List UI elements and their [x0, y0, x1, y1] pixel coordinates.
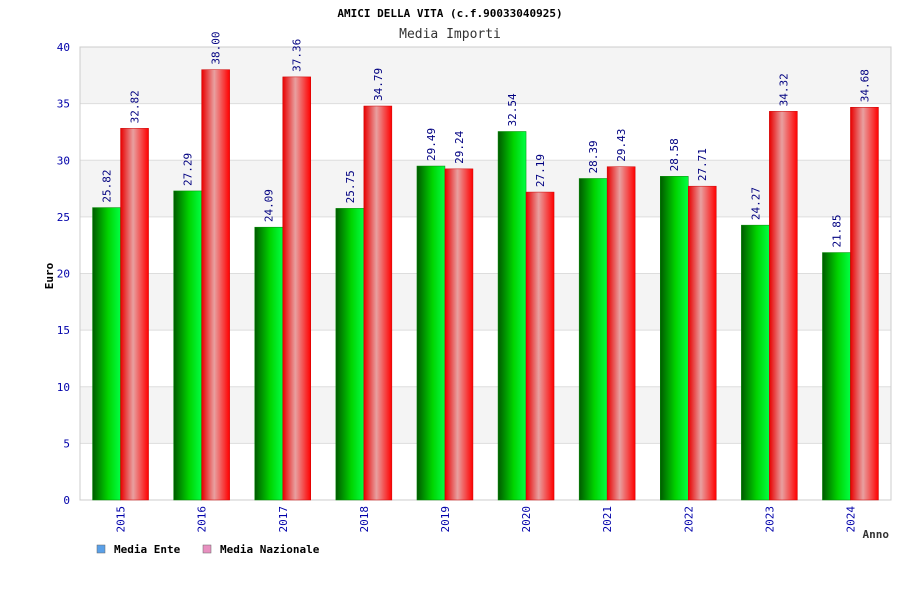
- data-label: 34.68: [858, 69, 871, 102]
- data-label: 21.85: [830, 214, 843, 247]
- data-label: 32.82: [129, 90, 142, 123]
- data-label: 25.82: [101, 169, 114, 202]
- bar-media-ente: [660, 176, 689, 501]
- data-label: 27.29: [182, 153, 195, 186]
- legend-label-media-nazionale: Media Nazionale: [220, 543, 320, 556]
- y-tick-label: 25: [57, 211, 70, 224]
- x-tick-label: 2021: [601, 506, 614, 533]
- bar-media-nazionale: [282, 76, 311, 501]
- bar-media-nazionale: [363, 105, 393, 501]
- y-tick-label: 20: [57, 268, 70, 281]
- data-label: 37.36: [291, 39, 304, 72]
- y-axis-label: Euro: [43, 262, 56, 289]
- legend-swatch-media-ente: [96, 544, 106, 554]
- y-axis-ticks: 0 5 10 15 20 25 30 35 40: [57, 41, 70, 507]
- x-tick-label: 2024: [844, 506, 857, 533]
- y-tick-label: 15: [57, 324, 70, 337]
- legend: Media Ente Media Nazionale: [96, 543, 320, 556]
- x-axis-ticks: 2015 2016 2017 2018 2019 2020 2021 2022 2023 2024: [115, 506, 858, 533]
- y-tick-label: 30: [57, 154, 70, 167]
- bar-media-nazionale: [606, 166, 636, 501]
- data-label: 27.71: [696, 148, 709, 181]
- bar-media-ente: [822, 252, 851, 501]
- bar-media-ente: [578, 178, 608, 501]
- legend-label-media-ente: Media Ente: [114, 543, 181, 556]
- x-tick-label: 2023: [763, 506, 776, 533]
- y-tick-label: 0: [63, 494, 70, 507]
- x-tick-label: 2018: [358, 506, 371, 533]
- data-label: 29.49: [425, 128, 438, 161]
- bar-media-nazionale: [201, 69, 230, 501]
- data-label: 24.09: [263, 189, 276, 222]
- y-tick-label: 40: [57, 41, 70, 54]
- bar-media-nazionale: [525, 191, 555, 501]
- x-tick-label: 2015: [115, 506, 128, 533]
- bar-media-ente: [254, 226, 283, 501]
- bar-media-ente: [335, 208, 365, 501]
- legend-swatch-media-nazionale: [202, 544, 212, 554]
- x-tick-label: 2019: [439, 506, 452, 533]
- bar-media-nazionale: [444, 168, 474, 501]
- x-tick-label: 2017: [277, 506, 290, 533]
- plot-frame: [79, 46, 892, 501]
- data-label: 24.27: [749, 187, 762, 220]
- chart-subtitle: Media Importi: [399, 27, 501, 42]
- x-axis-label: Anno: [863, 528, 890, 541]
- data-label: 28.39: [587, 140, 600, 173]
- data-label: 32.54: [506, 93, 519, 126]
- bar-media-ente: [416, 165, 446, 501]
- x-tick-label: 2016: [196, 506, 209, 533]
- bar-media-nazionale: [688, 185, 717, 501]
- y-tick-label: 5: [63, 437, 70, 450]
- bar-media-ente: [92, 207, 121, 501]
- bar-media-nazionale: [769, 111, 798, 501]
- data-label: 28.58: [668, 138, 681, 171]
- data-label: 34.32: [777, 73, 790, 106]
- data-label: 29.24: [453, 130, 466, 163]
- bar-media-nazionale: [120, 128, 149, 501]
- x-tick-label: 2020: [520, 506, 533, 533]
- data-label: 25.75: [344, 170, 357, 203]
- legend-item-media-nazionale[interactable]: Media Nazionale: [202, 543, 320, 556]
- bar-media-ente: [741, 224, 770, 501]
- y-tick-label: 10: [57, 381, 70, 394]
- data-label: 27.19: [534, 154, 547, 187]
- data-label: 38.00: [210, 32, 223, 65]
- bar-media-nazionale: [850, 106, 879, 501]
- data-label: 29.43: [615, 129, 628, 162]
- legend-item-media-ente[interactable]: Media Ente: [96, 543, 181, 556]
- y-tick-label: 35: [57, 98, 70, 111]
- bar-media-ente: [173, 190, 202, 501]
- x-tick-label: 2022: [682, 506, 695, 533]
- chart-title: AMICI DELLA VITA (c.f.90033040925): [337, 7, 562, 20]
- bars-group: 25.82 32.82 27.29 38.00 24.09 37.36 25.75 34.79…: [92, 32, 879, 501]
- data-label: 34.79: [372, 68, 385, 101]
- bar-media-ente: [497, 131, 527, 501]
